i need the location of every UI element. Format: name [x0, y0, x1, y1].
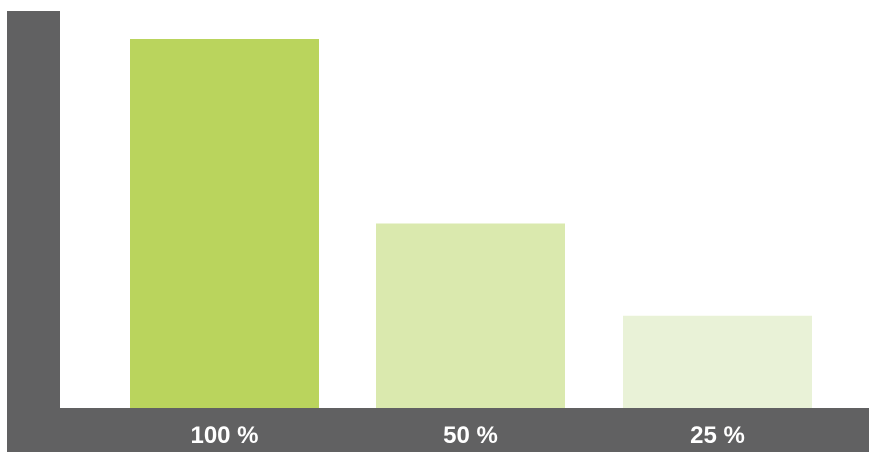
- x-tick-label-2: 50 %: [443, 422, 498, 449]
- bars-group: [130, 39, 812, 408]
- x-tick-label-1: 100 %: [190, 422, 258, 449]
- bar-1: [130, 39, 319, 408]
- bar-3: [623, 315, 812, 408]
- tick-labels-group: 100 % 50 % 25 %: [190, 422, 744, 449]
- x-tick-label-3: 25 %: [690, 422, 745, 449]
- bar-2: [376, 223, 565, 408]
- x-axis-bar: [7, 408, 869, 452]
- y-axis-bar: [7, 11, 60, 452]
